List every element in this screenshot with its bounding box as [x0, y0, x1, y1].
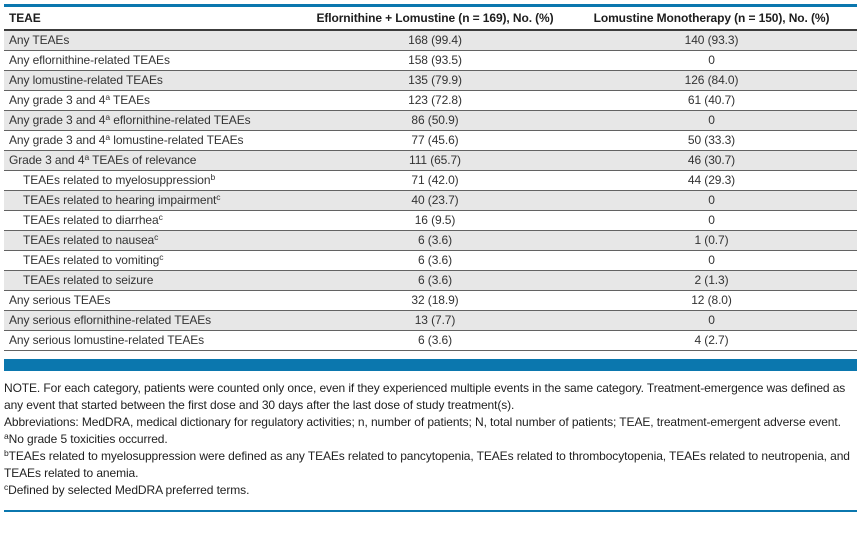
table-body: Any TEAEs 168 (99.4) 140 (93.3) Any eflo…: [4, 30, 857, 351]
value-cell-lomustine: 12 (8.0): [566, 290, 857, 311]
table-row: Any eflornithine-related TEAEs 158 (93.5…: [4, 50, 857, 71]
header-row: TEAE Eflornithine + Lomustine (n = 169),…: [4, 5, 857, 31]
value-cell-eflornithine: 40 (23.7): [304, 190, 566, 211]
column-header-eflornithine-lomustine: Eflornithine + Lomustine (n = 169), No. …: [304, 5, 566, 31]
teae-label-cell: Grade 3 and 4a TEAEs of relevance: [4, 150, 304, 171]
teae-label-cell: Any lomustine-related TEAEs: [4, 70, 304, 91]
value-cell-lomustine: 0: [566, 50, 857, 71]
teae-label-cell: TEAEs related to nauseac: [4, 230, 304, 251]
column-header-teae: TEAE: [4, 5, 304, 31]
table-row: Any grade 3 and 4a lomustine-related TEA…: [4, 130, 857, 151]
value-cell-lomustine: 140 (93.3): [566, 30, 857, 51]
teae-label-cell: Any grade 3 and 4a lomustine-related TEA…: [4, 130, 304, 151]
table-header: TEAE Eflornithine + Lomustine (n = 169),…: [4, 5, 857, 31]
table-row: Grade 3 and 4a TEAEs of relevance 111 (6…: [4, 150, 857, 171]
table-row: Any grade 3 and 4a eflornithine-related …: [4, 110, 857, 131]
value-cell-lomustine: 0: [566, 210, 857, 231]
teae-label-cell: TEAEs related to vomitingc: [4, 250, 304, 271]
teae-table: TEAE Eflornithine + Lomustine (n = 169),…: [4, 4, 857, 351]
table-row: Any serious eflornithine-related TEAEs 1…: [4, 310, 857, 331]
value-cell-eflornithine: 77 (45.6): [304, 130, 566, 151]
footnote-a: aNo grade 5 toxicities occurred.: [4, 431, 168, 446]
footnote-b: bTEAEs related to myelosuppression were …: [4, 448, 850, 480]
table-row: TEAEs related to vomitingc 6 (3.6) 0: [4, 250, 857, 271]
value-cell-eflornithine: 6 (3.6): [304, 270, 566, 291]
table-row: Any TEAEs 168 (99.4) 140 (93.3): [4, 30, 857, 51]
footnote-abbreviations: Abbreviations: MedDRA, medical dictionar…: [4, 415, 841, 429]
teae-label-cell: TEAEs related to seizure: [4, 270, 304, 291]
value-cell-eflornithine: 13 (7.7): [304, 310, 566, 331]
table-row: TEAEs related to nauseac 6 (3.6) 1 (0.7): [4, 230, 857, 251]
value-cell-eflornithine: 158 (93.5): [304, 50, 566, 71]
value-cell-eflornithine: 16 (9.5): [304, 210, 566, 231]
teae-label-cell: Any serious eflornithine-related TEAEs: [4, 310, 304, 331]
teae-label-cell: TEAEs related to myelosuppressionb: [4, 170, 304, 191]
value-cell-eflornithine: 6 (3.6): [304, 330, 566, 351]
value-cell-lomustine: 61 (40.7): [566, 90, 857, 111]
table-row: Any grade 3 and 4a TEAEs 123 (72.8) 61 (…: [4, 90, 857, 111]
value-cell-lomustine: 126 (84.0): [566, 70, 857, 91]
value-cell-lomustine: 44 (29.3): [566, 170, 857, 191]
table-row: TEAEs related to myelosuppressionb 71 (4…: [4, 170, 857, 191]
value-cell-eflornithine: 71 (42.0): [304, 170, 566, 191]
value-cell-lomustine: 0: [566, 310, 857, 331]
value-cell-lomustine: 2 (1.3): [566, 270, 857, 291]
column-header-lomustine-monotherapy: Lomustine Monotherapy (n = 150), No. (%): [566, 5, 857, 31]
value-cell-lomustine: 50 (33.3): [566, 130, 857, 151]
table-row: TEAEs related to seizure 6 (3.6) 2 (1.3): [4, 270, 857, 291]
teae-label-cell: Any eflornithine-related TEAEs: [4, 50, 304, 71]
table-footnotes: NOTE. For each category, patients were c…: [4, 380, 855, 499]
table-row: Any lomustine-related TEAEs 135 (79.9) 1…: [4, 70, 857, 91]
value-cell-eflornithine: 135 (79.9): [304, 70, 566, 91]
teae-label-cell: Any serious TEAEs: [4, 290, 304, 311]
value-cell-lomustine: 4 (2.7): [566, 330, 857, 351]
value-cell-eflornithine: 6 (3.6): [304, 250, 566, 271]
value-cell-eflornithine: 32 (18.9): [304, 290, 566, 311]
footnote-note: NOTE. For each category, patients were c…: [4, 381, 846, 412]
bottom-accent-rule: [4, 510, 857, 512]
value-cell-lomustine: 0: [566, 190, 857, 211]
value-cell-eflornithine: 6 (3.6): [304, 230, 566, 251]
value-cell-lomustine: 1 (0.7): [566, 230, 857, 251]
value-cell-lomustine: 0: [566, 110, 857, 131]
value-cell-lomustine: 0: [566, 250, 857, 271]
teae-label-cell: Any grade 3 and 4a TEAEs: [4, 90, 304, 111]
teae-label-cell: Any serious lomustine-related TEAEs: [4, 330, 304, 351]
teae-label-cell: TEAEs related to hearing impairmentc: [4, 190, 304, 211]
teae-label-cell: Any grade 3 and 4a eflornithine-related …: [4, 110, 304, 131]
table-footer-accent-bar: [4, 359, 857, 371]
teae-label-cell: Any TEAEs: [4, 30, 304, 51]
table-row: TEAEs related to diarrheac 16 (9.5) 0: [4, 210, 857, 231]
footnote-c: cDefined by selected MedDRA preferred te…: [4, 482, 250, 497]
value-cell-eflornithine: 86 (50.9): [304, 110, 566, 131]
table-row: Any serious lomustine-related TEAEs 6 (3…: [4, 330, 857, 351]
value-cell-eflornithine: 168 (99.4): [304, 30, 566, 51]
value-cell-eflornithine: 111 (65.7): [304, 150, 566, 171]
value-cell-lomustine: 46 (30.7): [566, 150, 857, 171]
table-row: Any serious TEAEs 32 (18.9) 12 (8.0): [4, 290, 857, 311]
teae-label-cell: TEAEs related to diarrheac: [4, 210, 304, 231]
value-cell-eflornithine: 123 (72.8): [304, 90, 566, 111]
table-row: TEAEs related to hearing impairmentc 40 …: [4, 190, 857, 211]
